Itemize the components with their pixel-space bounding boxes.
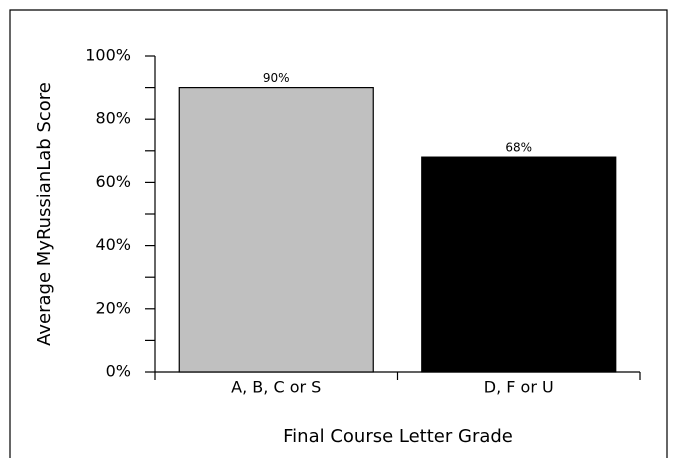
x-tick-label: A, B, C or S (231, 378, 321, 397)
bar (421, 156, 617, 373)
bar (178, 86, 374, 373)
y-tick-label: 40% (95, 235, 131, 254)
value-label: 90% (263, 71, 290, 85)
frame (9, 9, 668, 458)
x-tick-label: D, F or U (484, 378, 554, 397)
y-tick-label: 80% (95, 109, 131, 128)
x-axis-label: Final Course Letter Grade (283, 426, 513, 447)
y-axis-label: Average MyRussianLab Score (34, 82, 55, 346)
y-tick-label: 100% (85, 46, 131, 65)
y-tick-label: 60% (95, 172, 131, 191)
value-label: 68% (505, 141, 532, 155)
y-tick-label: 20% (95, 298, 131, 317)
y-tick-label: 0% (106, 362, 131, 381)
